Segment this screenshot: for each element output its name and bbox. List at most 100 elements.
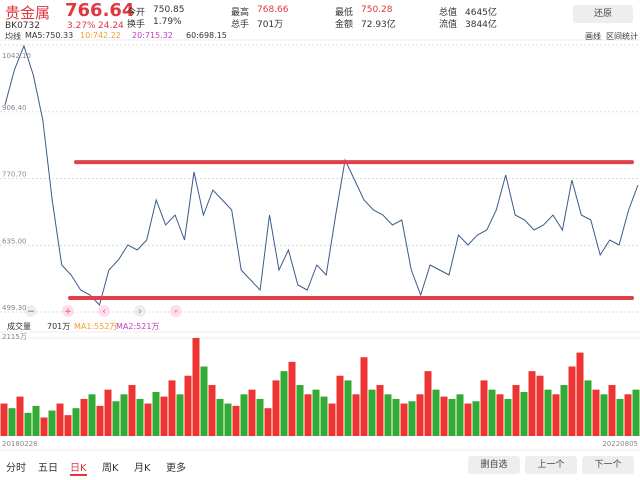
nav-button[interactable]: 上一个 — [525, 456, 577, 474]
volume-bar — [272, 380, 280, 436]
volume-bar — [384, 394, 392, 436]
volume-bar — [88, 394, 96, 436]
stat-value: 4645亿 — [465, 8, 497, 18]
volume-bar — [152, 391, 160, 436]
zoom-in[interactable] — [62, 305, 74, 317]
volume-value: 701万 — [47, 322, 71, 331]
volume-bar — [600, 394, 608, 436]
volume-bar — [576, 352, 584, 436]
stat-label: 流值 — [439, 20, 458, 30]
volume-bar — [320, 396, 328, 436]
svg-text:−: − — [27, 307, 35, 317]
volume-bar — [344, 380, 352, 436]
volume-bar — [24, 412, 32, 436]
stat-value: 750.28 — [361, 5, 393, 15]
volume-bar — [504, 398, 512, 436]
volume-bar — [248, 389, 256, 436]
volume-bar — [560, 385, 568, 436]
change-pct: 3.27% — [67, 21, 96, 31]
volume-bar — [208, 385, 216, 436]
volume-bar — [80, 398, 88, 436]
stat-value: 701万 — [257, 20, 284, 30]
volume-bar — [424, 371, 432, 436]
y-tick-label: 770.70 — [2, 171, 27, 179]
volume-bar — [48, 410, 56, 436]
tab[interactable]: 分时 — [6, 463, 26, 474]
volume-bar — [368, 389, 376, 436]
volume-bar — [400, 403, 408, 436]
volume-bar — [104, 389, 112, 436]
ma-label: 均线 — [5, 32, 21, 41]
volume-bar — [40, 417, 48, 436]
volume-bar — [464, 403, 472, 436]
x-tick-label: 20220805 — [602, 440, 638, 448]
price-line — [4, 44, 639, 306]
volume-bar — [536, 375, 544, 436]
volume-bar — [184, 375, 192, 436]
volume-bar — [72, 408, 80, 436]
stat-value: 750.85 — [153, 5, 185, 15]
ma5: MA5:750.33 — [25, 31, 74, 40]
code: BK0732 — [5, 21, 40, 31]
volume-bar — [264, 408, 272, 436]
volume-bar — [352, 394, 360, 436]
volume-bar — [336, 375, 344, 436]
volume-bar — [120, 394, 128, 436]
nav-button[interactable]: 删自选 — [468, 456, 520, 474]
volume-bar — [440, 396, 448, 436]
volume-bar — [56, 403, 64, 436]
volume-bar — [488, 389, 496, 436]
volume-bar — [8, 408, 16, 436]
ma20: 20:715.32 — [132, 31, 173, 40]
volume-bar — [280, 371, 288, 436]
volume-bar — [168, 380, 176, 436]
volume-bar — [232, 405, 240, 436]
pan-left[interactable] — [98, 305, 110, 317]
x-tick-label: 20180228 — [2, 440, 38, 448]
stat-value: 72.93亿 — [361, 20, 396, 30]
tab[interactable]: 日K — [70, 459, 87, 476]
volume-bar — [416, 394, 424, 436]
volume-bar — [328, 403, 336, 436]
volume-bar — [392, 398, 400, 436]
pan-right[interactable] — [134, 305, 146, 317]
volume-bar — [312, 389, 320, 436]
volume-bar — [144, 403, 152, 436]
y-tick-label: 1042.10 — [2, 52, 31, 60]
range-button[interactable]: 区间统计 — [606, 32, 638, 41]
volume-bar — [216, 398, 224, 436]
volume-bar — [0, 403, 8, 436]
stat-label: 总值 — [439, 8, 458, 18]
volume-bar — [472, 401, 480, 436]
tab[interactable]: 月K — [134, 463, 151, 474]
tab[interactable]: 更多 — [166, 463, 186, 474]
zoom-controls: − + ‹ › ∘ — [25, 305, 182, 317]
ma60: 60:698.15 — [186, 31, 227, 40]
volume-bar — [160, 396, 168, 436]
volume-bar — [16, 396, 24, 436]
volume-bar — [360, 357, 368, 436]
draw-button[interactable]: 画线 — [585, 32, 601, 41]
volume-bar — [608, 385, 616, 436]
volume-bar — [64, 415, 72, 436]
volume-bar — [192, 338, 200, 436]
y-tick-label: 906.40 — [2, 104, 27, 112]
volume-bar — [176, 394, 184, 436]
volume-bar — [592, 389, 600, 436]
tab[interactable]: 五日 — [38, 463, 58, 474]
volume-label[interactable]: 成交量 — [7, 322, 31, 331]
tab[interactable]: 周K — [102, 463, 119, 474]
restore-button[interactable]: 还原 — [573, 5, 633, 23]
price: 766.64 — [65, 0, 135, 21]
volume-bar — [240, 394, 248, 436]
reset[interactable] — [170, 305, 182, 317]
stat-value: 3844亿 — [465, 20, 497, 30]
volume-bar — [512, 385, 520, 436]
volume-bar — [456, 394, 464, 436]
volume-bar — [528, 371, 536, 436]
nav-button[interactable]: 下一个 — [582, 456, 634, 474]
y-tick-label: 2115万 — [2, 333, 27, 341]
y-tick-label: 635.00 — [2, 237, 27, 245]
volume-bar — [224, 403, 232, 436]
zoom-out[interactable] — [25, 305, 37, 317]
